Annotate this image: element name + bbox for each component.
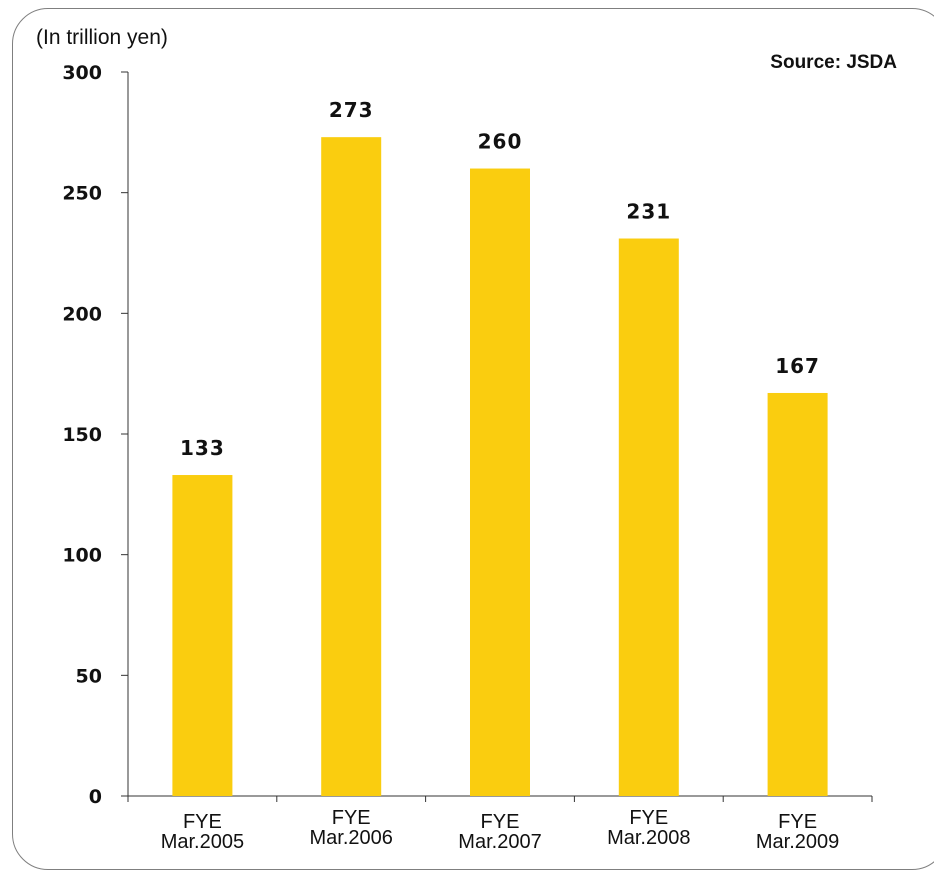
category-label: FYE: [629, 807, 668, 829]
y-tick-label: 150: [62, 424, 102, 446]
value-label: 133: [180, 436, 225, 460]
labels: 133FYEMar.2005273FYEMar.2006260FYEMar.20…: [161, 98, 840, 853]
bar: [470, 168, 530, 797]
y-tick-label: 100: [62, 545, 102, 567]
y-tick-label: 50: [76, 665, 102, 687]
y-tick-label: 200: [62, 303, 102, 325]
category-label: Mar.2007: [458, 831, 541, 853]
category-label: Mar.2006: [310, 827, 393, 849]
axes: 0 50 100 150 200 250 300: [62, 62, 873, 808]
bar: [172, 475, 233, 796]
value-label: 260: [478, 130, 523, 154]
category-label: FYE: [183, 811, 222, 833]
unit-label: (In trillion yen): [36, 26, 168, 49]
y-tick-label: 0: [89, 786, 102, 808]
y-tick-label: 250: [62, 183, 102, 205]
y-tick-label: 300: [62, 62, 102, 84]
category-label: Mar.2005: [161, 831, 244, 853]
value-label: 273: [329, 98, 374, 122]
value-label: 167: [775, 354, 820, 378]
category-label: FYE: [778, 811, 817, 833]
bar: [618, 238, 679, 796]
category-label: Mar.2009: [756, 831, 839, 853]
category-label: FYE: [481, 811, 520, 833]
source-label: Source: JSDA: [770, 52, 897, 73]
value-label: 231: [626, 200, 671, 224]
bar: [321, 137, 382, 796]
bars: [172, 137, 828, 797]
bar: [767, 392, 828, 796]
category-label: FYE: [332, 807, 371, 829]
category-label: Mar.2008: [607, 827, 690, 849]
